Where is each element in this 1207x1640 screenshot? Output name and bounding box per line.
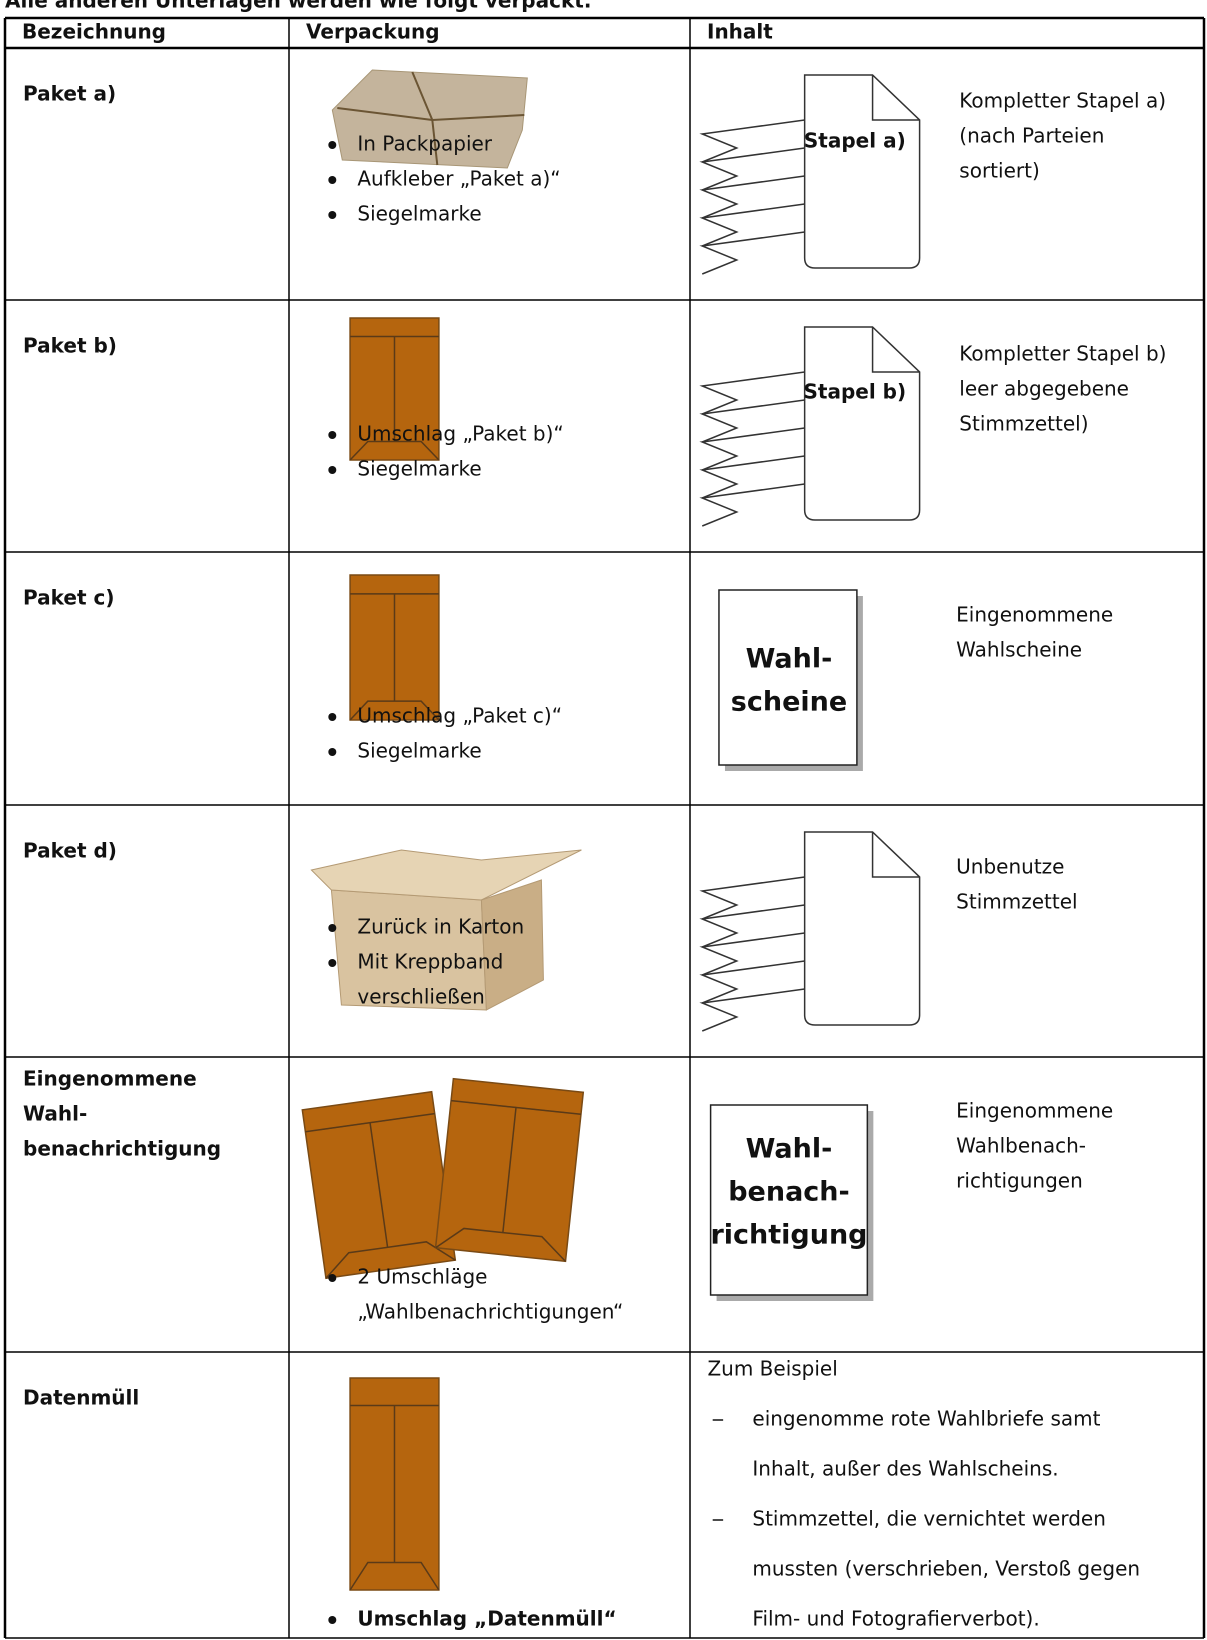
stack-sheet — [699, 483, 805, 527]
content-description: (nach Parteien — [959, 124, 1104, 148]
row-label: Paket d) — [23, 839, 117, 863]
stack-sheet — [699, 399, 805, 443]
packaging-item: 2 Umschläge — [357, 1265, 487, 1289]
envelope-image — [434, 1077, 585, 1263]
icon-label: benach- — [728, 1177, 850, 1208]
content-description: Eingenommene — [956, 603, 1113, 627]
bullet — [328, 924, 337, 932]
stack-sheet — [699, 427, 805, 471]
envelope-line — [349, 700, 440, 721]
content-description: Stimmzettel) — [959, 412, 1088, 436]
packaging-item: Umschlag „Paket b)“ — [357, 422, 563, 446]
content-item: Stimmzettel, die vernichtet werden — [752, 1507, 1106, 1531]
row-label: Eingenommene — [23, 1067, 197, 1091]
packaging-item: Siegelmarke — [357, 202, 481, 226]
stack-sheet — [699, 988, 805, 1032]
packaging-item: Mit Kreppband — [357, 950, 503, 974]
content-description: Wahlbenach- — [956, 1134, 1086, 1158]
bullet — [328, 748, 337, 756]
content-description: Kompletter Stapel a) — [959, 89, 1166, 113]
content-item: mussten (verschrieben, Verstoß gegen — [752, 1557, 1140, 1581]
stack-sheet — [699, 147, 805, 191]
icon-label: Wahl- — [746, 644, 833, 675]
bullet — [328, 211, 337, 219]
document-icon — [709, 1104, 869, 1296]
content-description: Unbenutze — [956, 855, 1064, 879]
packaging-item: Siegelmarke — [357, 457, 481, 481]
content-item: eingenomme rote Wahlbriefe samt — [752, 1407, 1100, 1431]
row-label: Wahl- — [23, 1102, 87, 1126]
heading: Alle anderen Unterlagen werden wie folgt… — [5, 0, 591, 13]
column-header: Bezeichnung — [22, 20, 166, 44]
content-description: Eingenommene — [956, 1099, 1113, 1123]
icon-label: Wahl- — [746, 1134, 833, 1165]
envelope-line — [435, 1227, 567, 1262]
document-icon — [803, 74, 921, 269]
bullet — [328, 1616, 337, 1624]
bullet — [328, 713, 337, 721]
bullet — [328, 959, 337, 967]
stack-sheet — [699, 455, 805, 499]
row-label: Paket b) — [23, 334, 117, 358]
row-label: Paket c) — [23, 586, 114, 610]
document-icon — [803, 831, 921, 1026]
document-icon — [718, 589, 858, 766]
row-label: Datenmüll — [23, 1386, 139, 1410]
envelope-line — [349, 1561, 440, 1591]
document-icon — [803, 326, 921, 521]
column-header: Inhalt — [707, 20, 773, 44]
stack-sheet — [699, 904, 805, 948]
envelope-image — [349, 317, 440, 461]
box-side — [480, 879, 544, 1011]
packaging-item: Umschlag „Datenmüll“ — [357, 1607, 616, 1631]
icon-label: Stapel a) — [804, 129, 906, 153]
content-item: Inhalt, außer des Wahlscheins. — [752, 1457, 1058, 1481]
bullet — [328, 466, 337, 474]
envelope-line — [325, 1241, 456, 1279]
stack-sheet — [699, 203, 805, 247]
bullet — [328, 1274, 337, 1282]
packaging-item: In Packpapier — [357, 132, 492, 156]
content-description: sortiert) — [959, 159, 1039, 183]
content-description: Wahlscheine — [956, 638, 1082, 662]
envelope-image — [349, 1377, 440, 1591]
envelope-line — [369, 1122, 389, 1248]
content-description: Stimmzettel — [956, 890, 1077, 914]
row-label: Paket a) — [23, 82, 116, 106]
envelope-line — [502, 1107, 517, 1233]
stack-sheet — [699, 231, 805, 275]
stack-sheet — [699, 119, 805, 163]
stack-sheet — [699, 960, 805, 1004]
packaging-item: Siegelmarke — [357, 739, 481, 763]
icon-label: richtigung — [710, 1220, 867, 1251]
string — [337, 107, 525, 122]
bullet — [328, 431, 337, 439]
content-description: richtigungen — [956, 1169, 1083, 1193]
packaging-item: Aufkleber „Paket a)“ — [357, 167, 560, 191]
envelope-line — [349, 440, 440, 461]
stack-sheet — [699, 175, 805, 219]
bullet — [328, 176, 337, 184]
stack-sheet — [699, 371, 805, 415]
column-header: Verpackung — [306, 20, 440, 44]
packaging-item: verschließen — [357, 985, 484, 1009]
envelope-image — [301, 1090, 457, 1280]
icon-label: scheine — [731, 687, 847, 718]
box-flap — [310, 849, 582, 901]
stack-sheet — [699, 876, 805, 920]
bullet — [328, 141, 337, 149]
content-description: Kompletter Stapel b) — [959, 342, 1166, 366]
stack-sheet — [699, 932, 805, 976]
packaging-item: „Wahlbenachrichtigungen“ — [357, 1300, 623, 1324]
content-intro: Zum Beispiel — [707, 1357, 837, 1381]
content-description: leer abgegebene — [959, 377, 1129, 401]
row-label: benachrichtigung — [23, 1137, 221, 1161]
icon-label: Stapel b) — [803, 380, 906, 404]
content-item: Film- und Fotografierverbot). — [752, 1607, 1039, 1631]
envelope-image — [349, 574, 440, 721]
packaging-item: Zurück in Karton — [357, 915, 524, 939]
packaging-item: Umschlag „Paket c)“ — [357, 704, 562, 728]
